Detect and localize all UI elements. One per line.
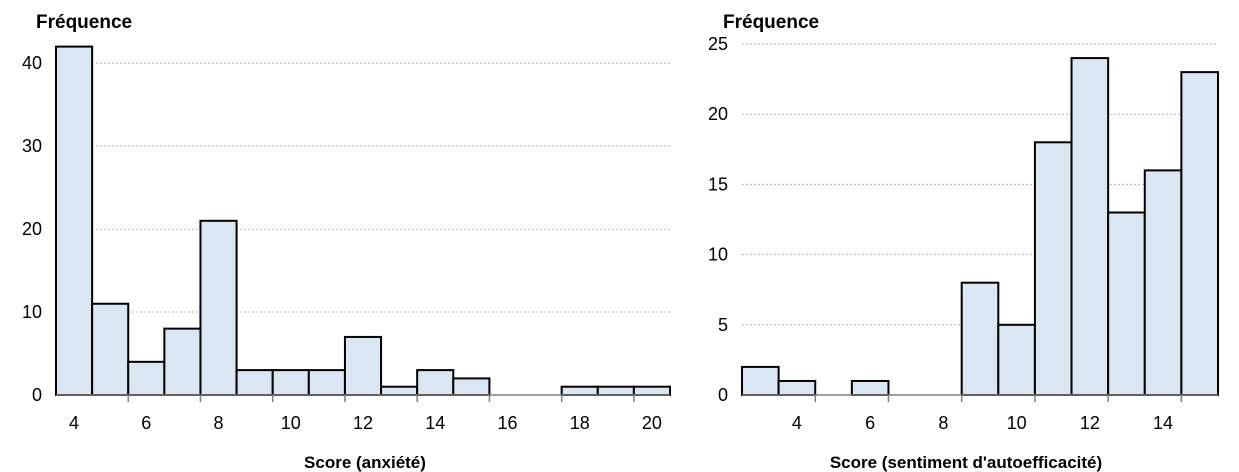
bar-anxiety-4	[55, 45, 94, 396]
chart-anxiety-xlabel: Score (anxiété)	[304, 453, 426, 472]
ytick-label-self-efficacy-20: 20	[708, 104, 728, 124]
xtick-label-self-efficacy-12: 12	[1080, 413, 1100, 433]
xtick-label-anxiety-18: 18	[570, 413, 590, 433]
bar-anxiety-12	[343, 335, 383, 397]
chart-anxiety: Fréquence 0 10 20 30 40 4 6 8 10 12 14 16 18 20 Scor…	[22, 12, 671, 472]
xtick-label-self-efficacy-4: 4	[792, 413, 802, 433]
bar-self-efficacy-11	[1033, 141, 1073, 396]
bar-self-efficacy-15	[1180, 71, 1220, 396]
xtick-label-self-efficacy-8: 8	[938, 413, 948, 433]
bar-self-efficacy-6	[850, 379, 890, 397]
chart-anxiety-ylabel: Fréquence	[36, 12, 132, 33]
xtick-label-anxiety-16: 16	[497, 413, 517, 433]
bar-self-efficacy-9	[960, 281, 1000, 397]
bar-self-efficacy-3	[741, 365, 780, 396]
bar-anxiety-19	[596, 385, 635, 397]
ytick-label-anxiety-30: 30	[22, 136, 42, 156]
chart-self-efficacy-xlabel: Score (sentiment d'autoefficacité)	[830, 453, 1102, 472]
xtick-label-anxiety-14: 14	[425, 413, 445, 433]
bar-anxiety-15	[452, 377, 491, 396]
ytick-label-self-efficacy-5: 5	[718, 315, 728, 335]
ytick-label-anxiety-0: 0	[32, 385, 42, 405]
bar-anxiety-14	[416, 369, 455, 397]
ytick-label-anxiety-40: 40	[22, 53, 42, 73]
bar-self-efficacy-4	[777, 379, 817, 397]
xtick-label-self-efficacy-14: 14	[1153, 413, 1173, 433]
ytick-label-self-efficacy-0: 0	[718, 385, 728, 405]
bar-anxiety-18	[560, 385, 599, 397]
xtick-label-anxiety-12: 12	[353, 413, 373, 433]
chart-self-efficacy-ylabel: Fréquence	[723, 12, 819, 33]
bar-self-efficacy-14	[1143, 169, 1183, 396]
xtick-label-anxiety-4: 4	[69, 413, 79, 433]
bar-anxiety-8	[199, 219, 238, 396]
bar-anxiety-13	[380, 385, 419, 397]
chart-self-efficacy: Fréquence 0 5 10 15 20 25 4 6 8 10 12 14 Score (se…	[708, 12, 1220, 472]
bar-anxiety-9	[235, 369, 274, 397]
bar-self-efficacy-10	[997, 323, 1036, 396]
xtick-label-anxiety-20: 20	[642, 413, 662, 433]
xtick-label-self-efficacy-6: 6	[865, 413, 875, 433]
ytick-label-self-efficacy-15: 15	[708, 174, 728, 194]
xtick-label-anxiety-10: 10	[281, 413, 301, 433]
ytick-label-self-efficacy-10: 10	[708, 245, 728, 265]
bar-self-efficacy-13	[1107, 211, 1146, 396]
bar-anxiety-7	[163, 327, 202, 396]
ytick-label-anxiety-10: 10	[22, 302, 42, 322]
bar-self-efficacy-12	[1070, 57, 1110, 396]
bar-anxiety-6	[127, 360, 166, 396]
ytick-label-anxiety-20: 20	[22, 219, 42, 239]
bar-anxiety-11	[307, 369, 346, 397]
ytick-label-self-efficacy-25: 25	[708, 34, 728, 54]
xtick-label-anxiety-6: 6	[141, 413, 151, 433]
xtick-label-self-efficacy-10: 10	[1007, 413, 1027, 433]
bar-anxiety-20	[632, 385, 671, 397]
bar-anxiety-5	[91, 302, 130, 396]
xtick-label-anxiety-8: 8	[214, 413, 224, 433]
bar-anxiety-10	[271, 369, 310, 397]
